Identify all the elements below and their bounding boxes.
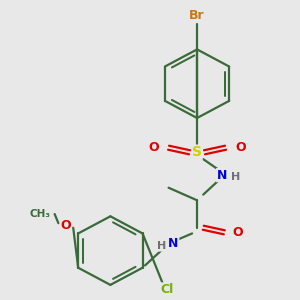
- Text: O: O: [148, 141, 159, 154]
- Text: H: H: [231, 172, 240, 182]
- Text: O: O: [61, 219, 71, 232]
- Text: O: O: [235, 141, 246, 154]
- Text: N: N: [168, 237, 179, 250]
- Text: N: N: [217, 169, 227, 182]
- Text: S: S: [192, 145, 202, 159]
- Text: CH₃: CH₃: [29, 209, 50, 219]
- Text: Cl: Cl: [161, 283, 174, 296]
- Text: Br: Br: [189, 9, 205, 22]
- Text: H: H: [157, 241, 166, 251]
- Text: O: O: [232, 226, 243, 239]
